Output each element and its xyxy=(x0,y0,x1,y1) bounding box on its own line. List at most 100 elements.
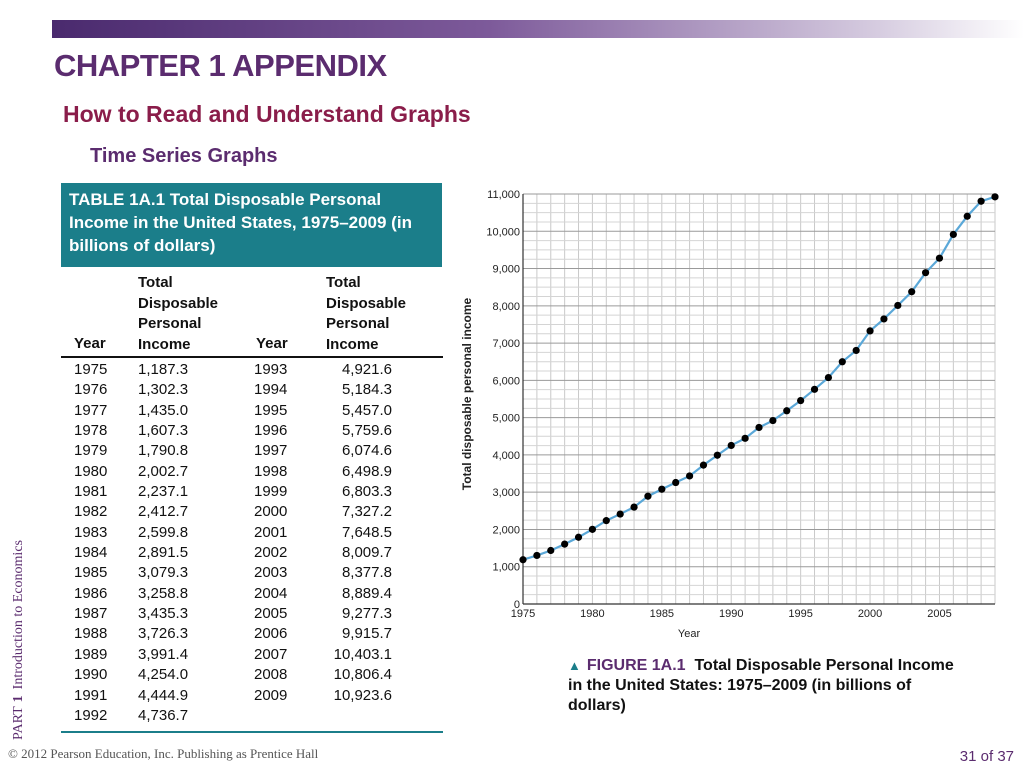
table-cell-income: 3,991.4 xyxy=(138,645,189,663)
y-axis-label: Total disposable personal income xyxy=(460,297,474,490)
table-cell-income: 4,444.9 xyxy=(138,686,189,704)
data-point xyxy=(658,485,666,493)
table-cell-income: 3,079.3 xyxy=(138,564,189,582)
data-point xyxy=(783,407,791,415)
table-column-income-left: 1,187.3 1,302.3 1,435.0 1,607.3 1,790.8 2,002… xyxy=(138,360,188,726)
y-tick-label: 0 xyxy=(514,599,520,611)
x-tick-label: 1990 xyxy=(719,608,743,620)
section-heading: Time Series Graphs xyxy=(90,145,278,167)
y-tick-label: 5,000 xyxy=(492,413,520,425)
table-cell-year: 1985 xyxy=(74,564,108,582)
page-current: 31 xyxy=(959,748,977,765)
table-cell-year: 1997 xyxy=(254,442,288,460)
table-cell-income: 8,377.8 xyxy=(341,564,392,582)
data-point xyxy=(977,197,985,205)
y-tick-label: 9,000 xyxy=(492,264,520,276)
table-cell-income: 1,302.3 xyxy=(138,381,189,399)
table-cell-year: 1981 xyxy=(74,483,108,501)
table-cell-income: 10,923.6 xyxy=(333,686,392,704)
x-tick-label: 2000 xyxy=(858,608,882,620)
data-point xyxy=(602,517,610,525)
data-point xyxy=(616,510,624,518)
table-cell-year: 1999 xyxy=(254,483,288,501)
data-point xyxy=(755,423,763,432)
table-cell-year: 1977 xyxy=(74,401,108,419)
data-point xyxy=(935,254,944,262)
page-separator: of xyxy=(980,748,994,765)
col-header-line: Income xyxy=(326,335,379,353)
table-cell-year: 1988 xyxy=(74,625,108,643)
col-header-income-right: Total Disposable Personal Income xyxy=(326,273,406,355)
table-cell-income: 5,457.0 xyxy=(341,401,392,419)
data-point xyxy=(713,451,721,459)
side-part-number: 1 xyxy=(11,695,26,703)
table-cell-year: 1980 xyxy=(74,462,108,480)
x-axis-label: Year xyxy=(678,628,701,640)
table-bottom-rule xyxy=(61,731,443,733)
data-point xyxy=(630,503,638,511)
table-cell-income: 8,009.7 xyxy=(341,544,392,562)
table-title: TABLE 1A.1 Total Disposable Personal Inc… xyxy=(61,183,442,267)
table-cell-income: 5,184.3 xyxy=(341,381,392,399)
table-cell-year: 1983 xyxy=(74,523,108,541)
data-point xyxy=(533,551,541,560)
table-cell-year: 1992 xyxy=(74,706,108,724)
table-column-years-left: 1975 1976 1977 1978 1979 1980 1981 1982 1983 1984… xyxy=(74,360,107,726)
table-cell-year: 2000 xyxy=(254,503,288,521)
data-point xyxy=(963,212,971,220)
side-label: PART 1 Introduction to Economics xyxy=(11,540,27,740)
table-cell-year: 2003 xyxy=(254,564,288,582)
table-cell-year: 1978 xyxy=(74,422,108,440)
table-cell-income: 2,412.7 xyxy=(138,503,189,521)
table-cell-income: 10,806.4 xyxy=(333,666,392,684)
data-point xyxy=(797,397,805,405)
y-tick-label: 3,000 xyxy=(492,487,520,499)
y-tick-label: 8,000 xyxy=(492,301,520,313)
table-cell-income: 4,254.0 xyxy=(138,666,189,684)
table-cell-income: 3,726.3 xyxy=(138,625,189,643)
x-tick-label: 1995 xyxy=(788,608,812,620)
table-cell-year: 1976 xyxy=(74,381,108,399)
table-cell-year: 2008 xyxy=(254,666,288,684)
table-cell-income: 3,258.8 xyxy=(138,584,189,602)
table-cell-year: 1984 xyxy=(74,544,108,562)
data-point xyxy=(852,346,860,355)
table-cell-income: 3,435.3 xyxy=(138,605,189,623)
y-tick-label: 10,000 xyxy=(486,226,520,238)
data-point xyxy=(810,385,819,393)
table-cell-year: 1986 xyxy=(74,584,108,602)
col-header-line: Total xyxy=(138,274,173,291)
col-header-line: Disposable xyxy=(326,294,407,312)
y-tick-label: 11,000 xyxy=(487,189,520,201)
data-point xyxy=(838,358,846,366)
table-cell-income: 2,599.8 xyxy=(138,523,189,541)
table-cell-income: 2,891.5 xyxy=(138,544,189,562)
caption-text: Total Disposable Personal Income in the … xyxy=(568,657,954,714)
table-cell-year: 1998 xyxy=(254,462,288,480)
table-cell-income: 9,915.7 xyxy=(341,625,392,643)
data-point xyxy=(880,315,888,323)
y-tick-label: 6,000 xyxy=(492,375,520,387)
table-cell-year: 1979 xyxy=(74,442,108,460)
page-number: 31 of 37 xyxy=(960,748,1014,765)
table-cell-income: 5,759.6 xyxy=(341,422,392,440)
col-header-line: Total xyxy=(326,274,361,291)
table-cell-income: 6,074.6 xyxy=(341,442,392,460)
table-cell-income: 1,607.3 xyxy=(138,422,189,440)
table-cell-income: 6,498.9 xyxy=(341,462,392,480)
side-course: Introduction to Economics xyxy=(11,540,26,690)
table-cell-income: 7,648.5 xyxy=(341,523,392,541)
caption-triangle-icon: ▲ xyxy=(568,658,581,673)
table-cell-income: 1,187.3 xyxy=(138,361,189,378)
table-column-years-right: 1993 1994 1995 1996 1997 1998 1999 2000 2001 2002… xyxy=(254,360,287,706)
table-cell-year: 1975 xyxy=(74,361,108,378)
slide-subtitle: How to Read and Understand Graphs xyxy=(63,101,471,127)
y-tick-label: 7,000 xyxy=(492,338,520,350)
table-cell-income: 6,803.3 xyxy=(341,483,392,501)
col-header-income-left: Total Disposable Personal Income xyxy=(138,273,218,355)
table-cell-year: 2004 xyxy=(254,584,288,602)
col-header-line: Personal xyxy=(326,315,390,332)
table-cell-income: 4,736.7 xyxy=(138,706,189,724)
table-cell-year: 2005 xyxy=(254,605,288,623)
data-point xyxy=(588,525,597,533)
